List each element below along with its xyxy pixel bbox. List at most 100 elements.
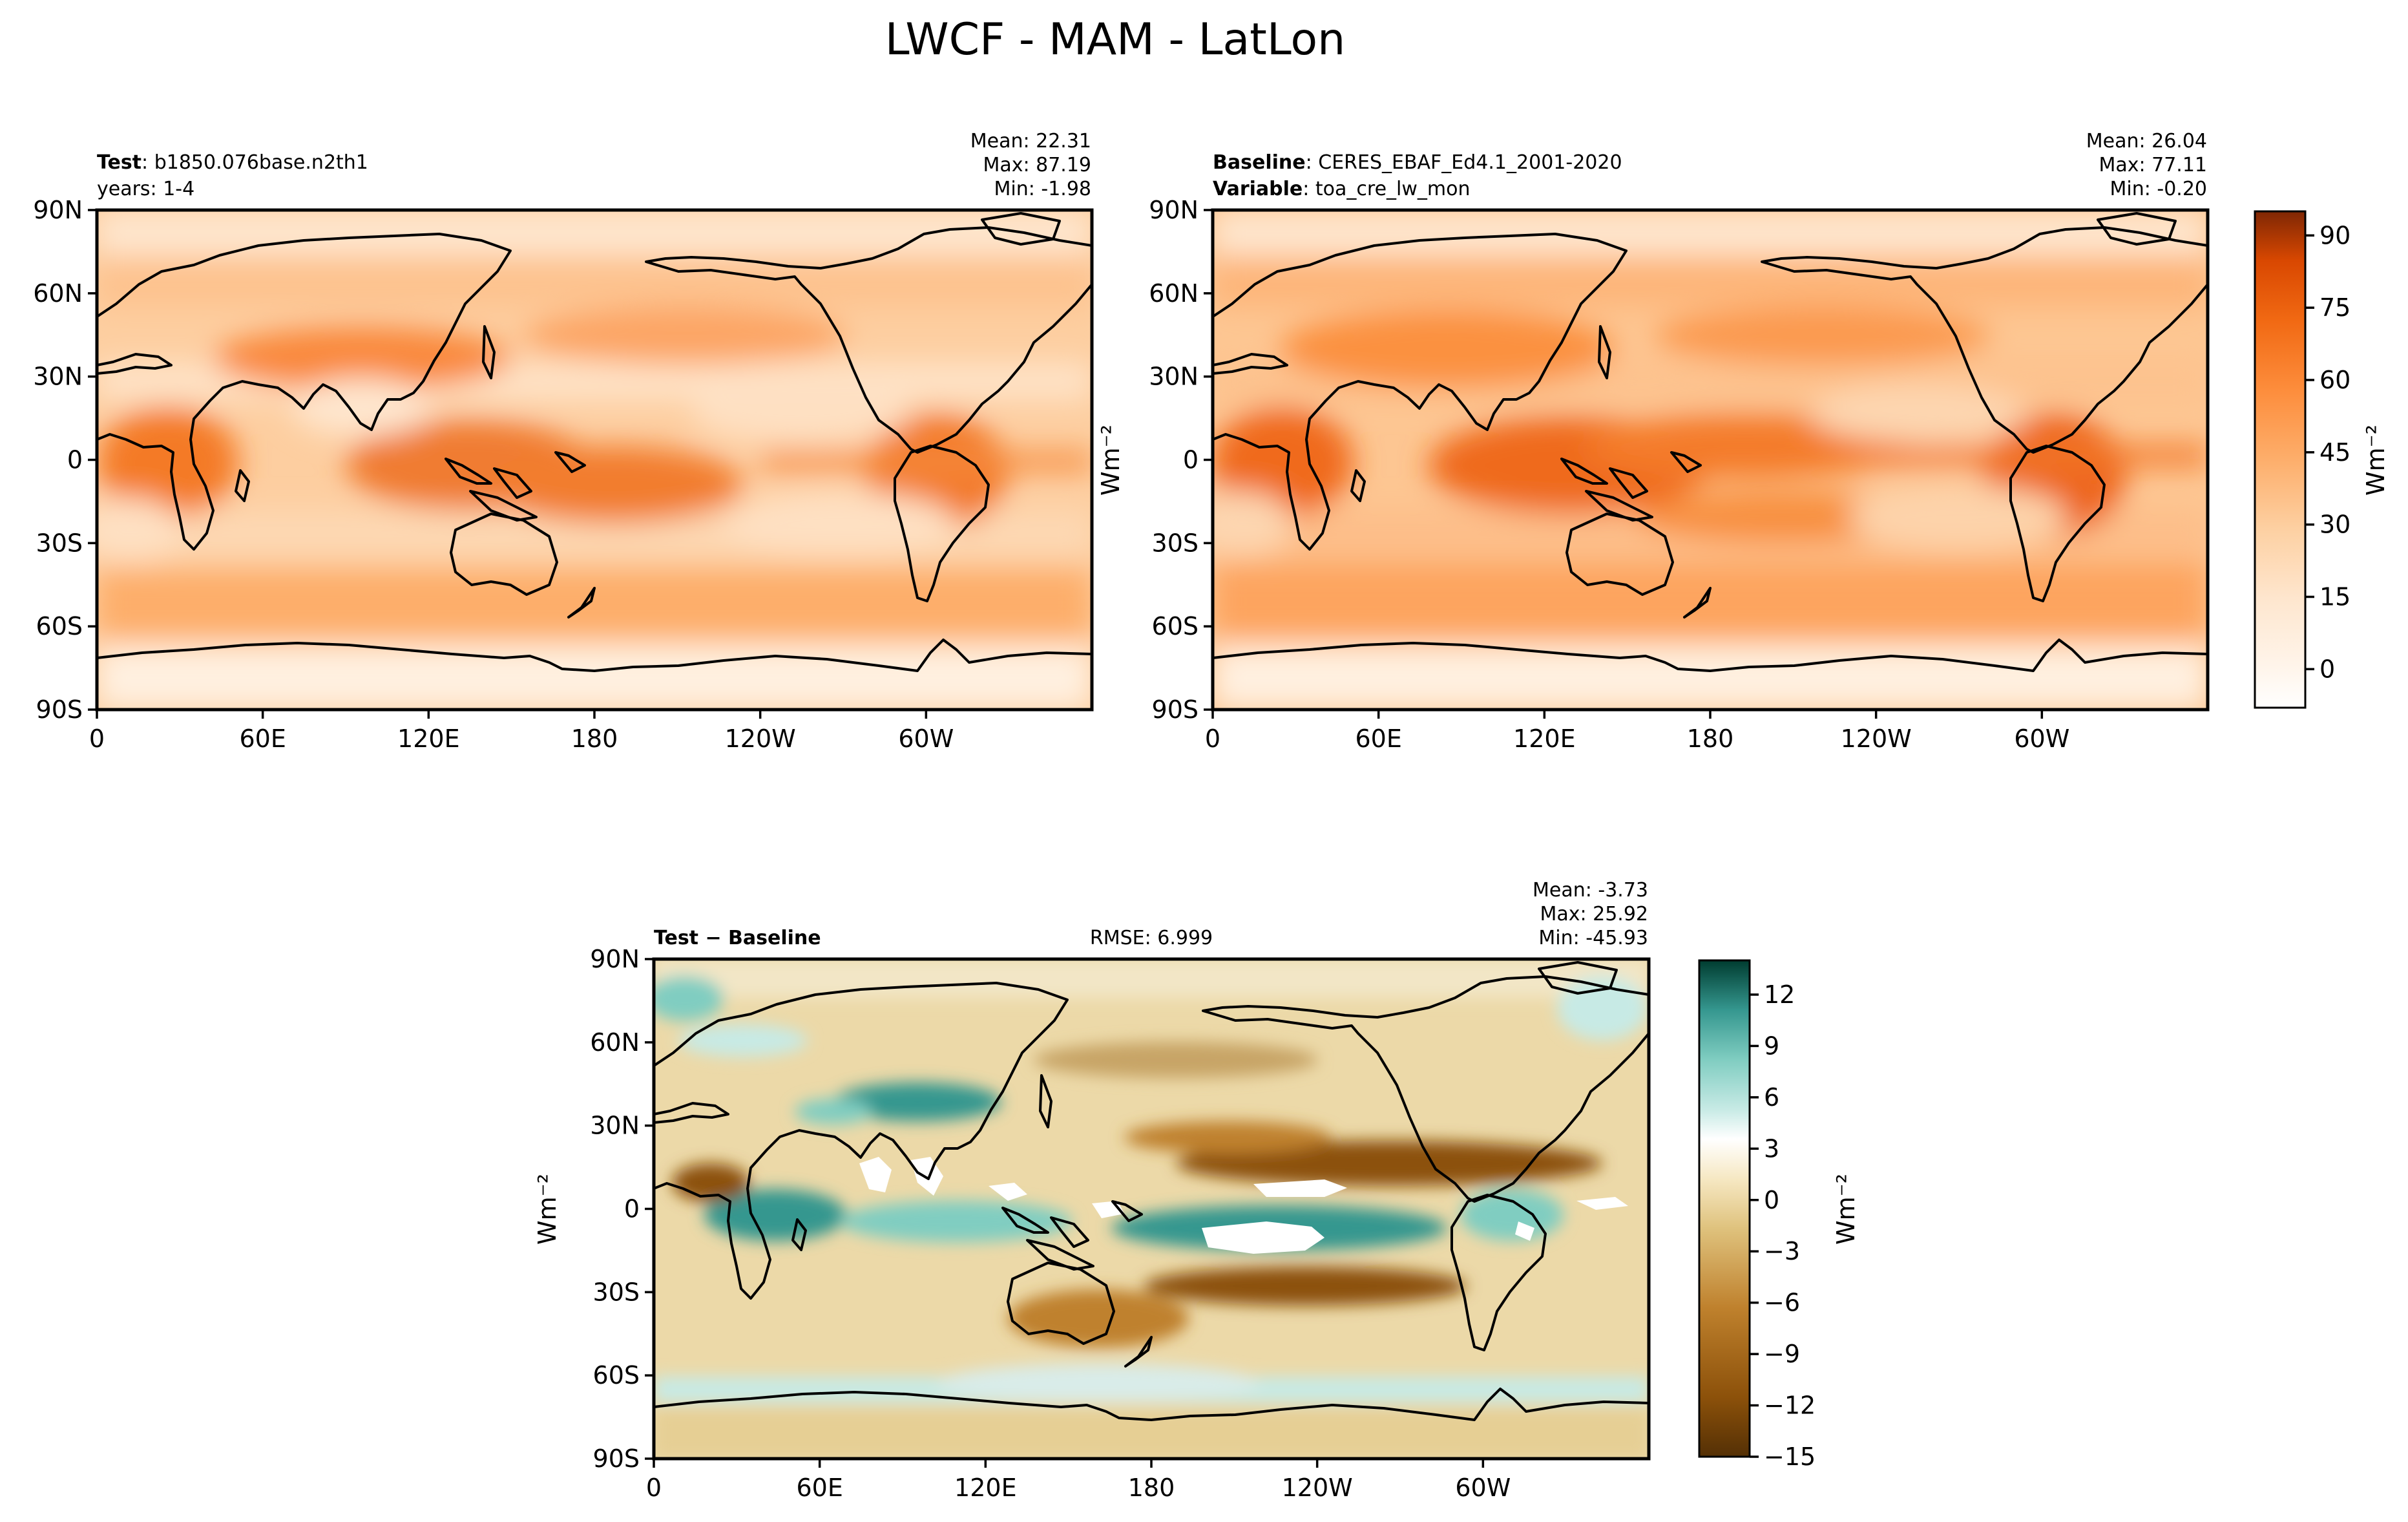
test-ytick-label: 30S — [36, 529, 83, 557]
baseline-xtick-label: 60E — [1355, 724, 1401, 753]
difference-coastlines — [654, 961, 1649, 1421]
baseline-title-dataset: CERES_EBAF_Ed4.1_2001-2020 — [1318, 151, 1622, 174]
difference-ytick-label: 30N — [590, 1112, 640, 1140]
test-panel-years: years: 1-4 — [97, 178, 194, 200]
baseline-variable-name: toa_cre_lw_mon — [1315, 178, 1471, 200]
figure-title: LWCF - MAM - LatLon — [885, 14, 1345, 65]
difference-ytick-label: 60N — [590, 1028, 640, 1057]
baseline-variable-label: Variable — [1213, 178, 1303, 200]
difference-ytick-label: 90S — [593, 1444, 640, 1473]
baseline-coastlines — [1213, 212, 2208, 672]
baseline-colorbar-ticks: 90 75 60 45 30 15 0 — [2305, 221, 2350, 683]
difference-axis-ticks: 0 60E 120E 180 120W 60W 90N 60N 30N 0 30S 60S 90S — [590, 945, 1511, 1502]
baseline-colorbar-scale — [2254, 210, 2307, 709]
test-map-field — [97, 210, 1092, 710]
test-ytick-label: 0 — [67, 446, 83, 474]
test-panel: Test: b1850.076base.n2th1 years: 1-4 Mea… — [33, 130, 1094, 753]
difference-colorbar-tick-label: 3 — [1764, 1134, 1779, 1163]
baseline-panel: Baseline: CERES_EBAF_Ed4.1_2001-2020 Var… — [1096, 130, 2390, 753]
test-stat-min: Min: -1.98 — [994, 178, 1092, 200]
baseline-ytick-label: 90N — [1149, 196, 1199, 224]
difference-xtick-label: 180 — [1128, 1474, 1175, 1502]
difference-xtick-label: 60W — [1455, 1474, 1511, 1502]
test-xtick-label: 120W — [725, 724, 796, 753]
difference-panel: Test − Baseline RMSE: 6.999 Mean: -3.73 … — [533, 879, 1860, 1502]
difference-ylabel: Wm⁻² — [533, 1174, 561, 1245]
baseline-ytick-label: 90S — [1152, 695, 1199, 724]
test-xtick-label: 0 — [89, 724, 105, 753]
difference-xtick-label: 60E — [796, 1474, 843, 1502]
difference-colorbar-tick-label: 6 — [1764, 1083, 1779, 1112]
difference-colorbar-tick-label: −15 — [1764, 1443, 1816, 1471]
baseline-colorbar: 90 75 60 45 30 15 0 Wm⁻² — [2254, 210, 2390, 709]
difference-colorbar-ticks: 12 9 6 3 0 −3 −6 −9 −12 −15 — [1750, 980, 1816, 1471]
difference-xtick-label: 120E — [954, 1474, 1017, 1502]
baseline-colorbar-tick-label: 0 — [2319, 655, 2335, 683]
baseline-ytick-label: 60S — [1152, 612, 1199, 640]
difference-colorbar-tick-label: 12 — [1764, 980, 1795, 1009]
baseline-xtick-label: 60W — [2014, 724, 2069, 753]
baseline-xtick-label: 120W — [1841, 724, 1912, 753]
difference-ytick-label: 60S — [593, 1361, 640, 1390]
difference-colorbar-tick-label: 9 — [1764, 1031, 1779, 1060]
difference-missing-regions — [859, 1157, 1628, 1254]
baseline-colorbar-tick-label: 15 — [2319, 583, 2350, 611]
difference-colorbar-tick-label: −12 — [1764, 1391, 1816, 1420]
test-title-label: Test — [97, 151, 141, 174]
difference-colorbar-label: Wm⁻² — [1832, 1174, 1860, 1245]
test-stat-mean: Mean: 22.31 — [970, 130, 1091, 153]
difference-colorbar: 12 9 6 3 0 −3 −6 −9 −12 −15 Wm⁻² — [1698, 959, 1860, 1471]
baseline-stat-mean: Mean: 26.04 — [2086, 130, 2207, 153]
difference-colorbar-tick-label: 0 — [1764, 1186, 1779, 1214]
difference-ytick-label: 30S — [593, 1278, 640, 1306]
difference-xtick-label: 120W — [1282, 1474, 1353, 1502]
test-panel-title: Test: b1850.076base.n2th1 — [97, 151, 368, 174]
baseline-panel-title: Baseline: CERES_EBAF_Ed4.1_2001-2020 — [1213, 151, 1622, 174]
test-ytick-label: 60S — [36, 612, 83, 640]
baseline-title-label: Baseline — [1213, 151, 1306, 174]
baseline-xtick-label: 180 — [1687, 724, 1734, 753]
test-ytick-label: 30N — [33, 363, 83, 391]
baseline-colorbar-label: Wm⁻² — [2361, 425, 2390, 496]
test-title-case: b1850.076base.n2th1 — [154, 151, 368, 174]
baseline-xtick-label: 0 — [1205, 724, 1220, 753]
difference-map-field — [654, 959, 1649, 1459]
test-ytick-label: 60N — [33, 279, 83, 308]
difference-colorbar-tick-label: −6 — [1764, 1289, 1800, 1317]
baseline-ytick-label: 0 — [1183, 446, 1199, 474]
baseline-stat-min: Min: -0.20 — [2110, 178, 2208, 200]
baseline-colorbar-tick-label: 90 — [2319, 221, 2350, 249]
test-ytick-label: 90S — [36, 695, 83, 724]
baseline-ylabel: Wm⁻² — [1096, 425, 1125, 496]
baseline-stat-max: Max: 77.11 — [2099, 154, 2207, 176]
difference-stat-min: Min: -45.93 — [1538, 927, 1648, 949]
difference-colorbar-tick-label: −9 — [1764, 1340, 1800, 1368]
baseline-ytick-label: 30N — [1149, 363, 1199, 391]
difference-colorbar-scale — [1698, 959, 1751, 1458]
baseline-xtick-label: 120E — [1513, 724, 1576, 753]
difference-rmse: RMSE: 6.999 — [1090, 927, 1213, 949]
difference-colorbar-tick-label: −3 — [1764, 1237, 1800, 1265]
difference-stat-max: Max: 25.92 — [1540, 903, 1648, 925]
test-stat-max: Max: 87.19 — [983, 154, 1091, 176]
baseline-colorbar-tick-label: 60 — [2319, 366, 2350, 394]
baseline-colorbar-tick-label: 45 — [2319, 438, 2350, 467]
baseline-map-field — [1213, 210, 2208, 710]
difference-ytick-label: 0 — [624, 1195, 640, 1223]
baseline-axis-ticks: 0 60E 120E 180 120W 60W 90N 60N 30N 0 30S 60S 90S — [1149, 196, 2069, 753]
difference-panel-title: Test − Baseline — [654, 927, 821, 949]
baseline-colorbar-tick-label: 30 — [2319, 511, 2350, 539]
test-coastlines — [97, 212, 1092, 672]
baseline-ytick-label: 30S — [1152, 529, 1199, 557]
difference-xtick-label: 0 — [646, 1474, 662, 1502]
baseline-panel-variable: Variable: toa_cre_lw_mon — [1213, 178, 1471, 200]
difference-stat-mean: Mean: -3.73 — [1533, 879, 1648, 902]
test-xtick-label: 60W — [898, 724, 954, 753]
baseline-colorbar-tick-label: 75 — [2319, 293, 2350, 322]
test-xtick-label: 60E — [239, 724, 286, 753]
test-xtick-label: 180 — [571, 724, 618, 753]
baseline-ytick-label: 60N — [1149, 279, 1199, 308]
difference-ytick-label: 90N — [590, 945, 640, 973]
test-ytick-label: 90N — [33, 196, 83, 224]
